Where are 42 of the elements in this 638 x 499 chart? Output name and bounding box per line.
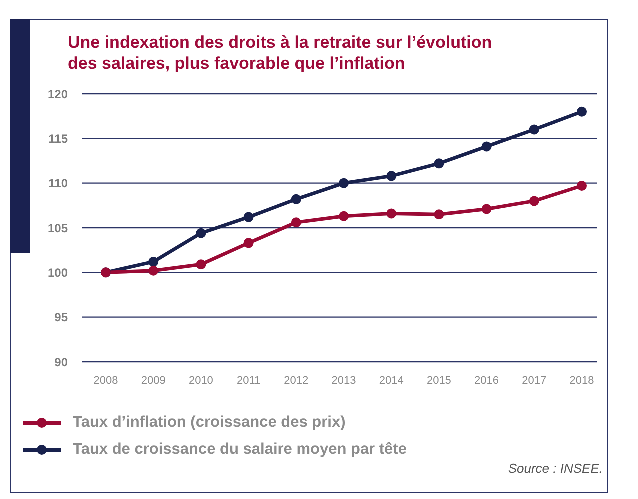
y-tick-label: 100 bbox=[48, 266, 68, 280]
x-tick-label: 2017 bbox=[522, 374, 547, 387]
point bbox=[196, 228, 206, 238]
point bbox=[244, 238, 254, 248]
point bbox=[386, 171, 397, 182]
legend-label: Taux d’inflation (croissance des prix) bbox=[73, 414, 346, 432]
point bbox=[339, 211, 349, 222]
point bbox=[291, 194, 302, 204]
point bbox=[291, 218, 302, 228]
point bbox=[339, 178, 349, 188]
point bbox=[148, 256, 159, 267]
x-tick-label: 2015 bbox=[426, 374, 452, 387]
source-note: Source : INSEE. bbox=[508, 461, 603, 476]
x-tick-label: 2016 bbox=[474, 374, 500, 387]
y-tick-label: 120 bbox=[48, 87, 68, 102]
x-tick-label: 2008 bbox=[94, 374, 118, 387]
chart-title: Une indexation des droits à la retraite sur l’évolution des salaires, plus favorable que l’inflation bbox=[68, 32, 494, 74]
point bbox=[434, 158, 444, 169]
y-tick-label: 90 bbox=[54, 355, 68, 370]
y-tick-label: 115 bbox=[48, 132, 68, 146]
point bbox=[529, 124, 540, 135]
point bbox=[577, 106, 587, 117]
point bbox=[482, 204, 492, 214]
point bbox=[148, 266, 159, 276]
point bbox=[386, 208, 397, 219]
x-tick-label: 2018 bbox=[570, 374, 594, 387]
y-tick-label: 105 bbox=[48, 221, 68, 236]
x-tick-label: 2014 bbox=[379, 374, 404, 387]
x-tick-label: 2013 bbox=[332, 374, 356, 387]
point bbox=[577, 181, 587, 192]
x-tick-label: 2009 bbox=[141, 374, 166, 387]
point bbox=[529, 196, 540, 206]
legend-label: Taux de croissance du salaire moyen par tête bbox=[73, 440, 407, 458]
point bbox=[196, 260, 206, 270]
x-tick-label: 2011 bbox=[236, 374, 261, 387]
y-tick-label: 110 bbox=[48, 176, 68, 191]
x-tick-label: 2010 bbox=[188, 374, 214, 387]
point bbox=[434, 210, 444, 220]
point bbox=[482, 142, 492, 152]
y-tick-label: 95 bbox=[54, 310, 68, 325]
x-tick-label: 2012 bbox=[284, 374, 309, 387]
point bbox=[244, 212, 254, 222]
